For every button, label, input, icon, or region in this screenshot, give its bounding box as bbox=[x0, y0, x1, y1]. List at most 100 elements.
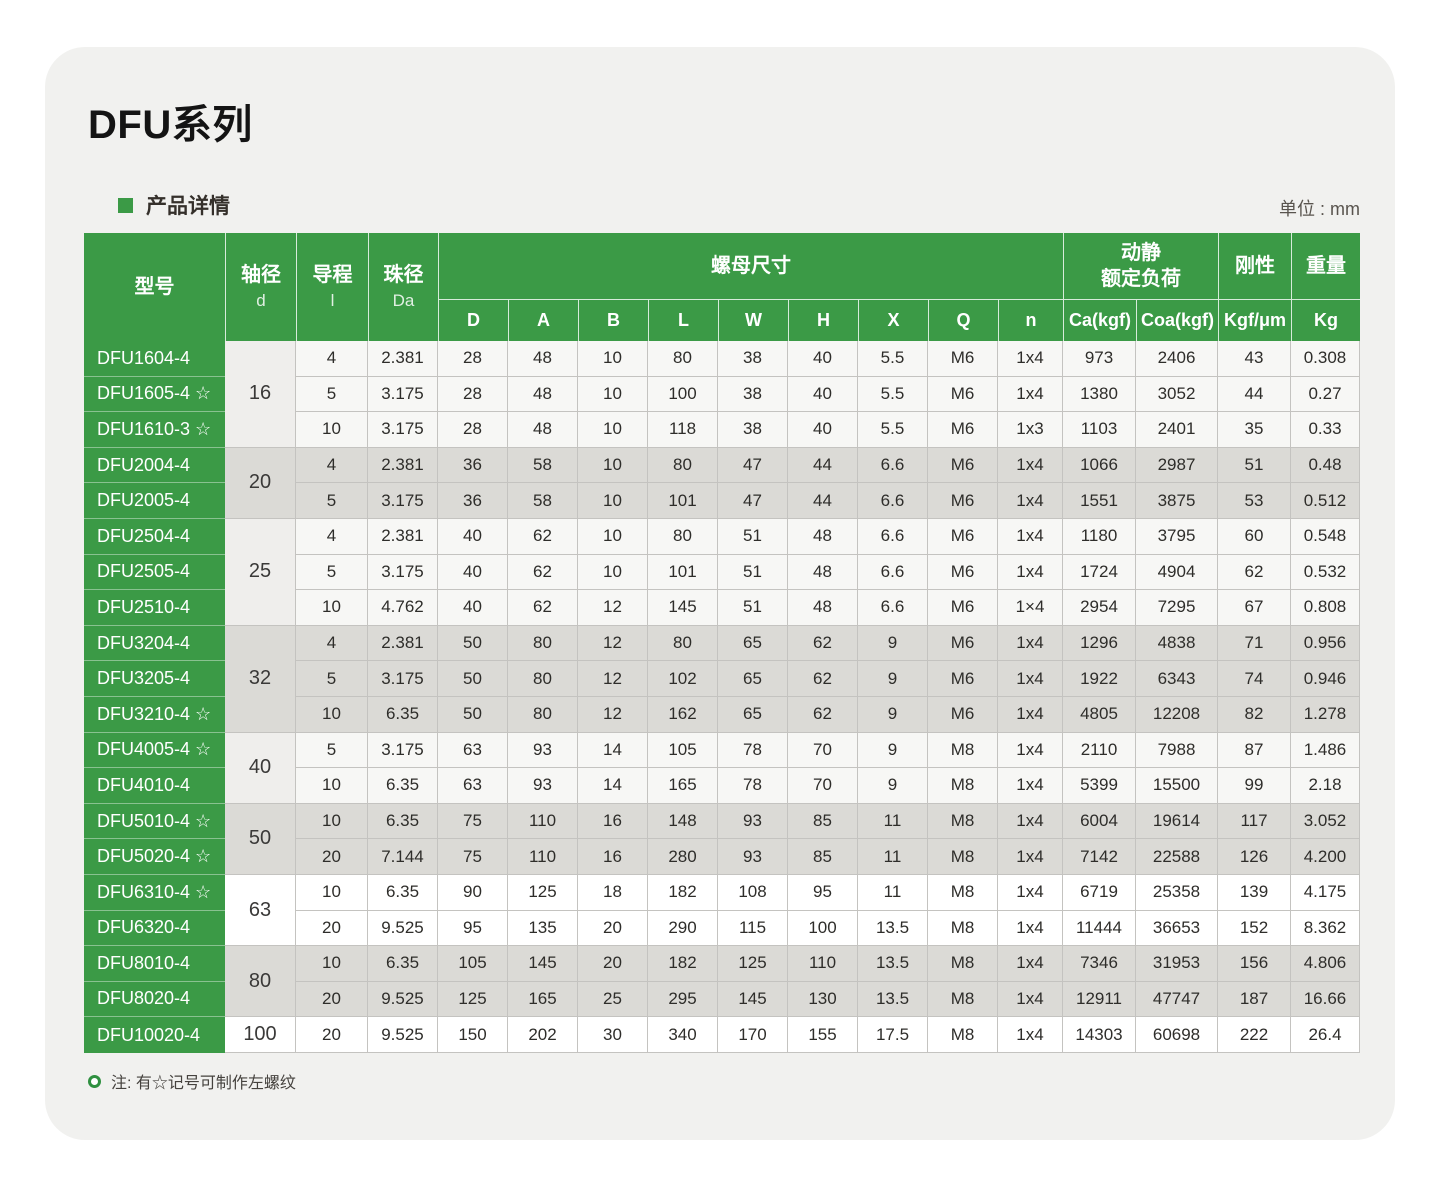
value-cell: 2.381 bbox=[368, 625, 438, 662]
value-cell: 10 bbox=[296, 412, 368, 448]
value-cell: 80 bbox=[648, 447, 718, 484]
value-cell: 4805 bbox=[1063, 696, 1136, 733]
value-cell: 6.6 bbox=[858, 554, 928, 591]
value-cell: 1x4 bbox=[998, 768, 1063, 804]
value-cell: 25358 bbox=[1136, 874, 1218, 911]
value-cell: M8 bbox=[928, 839, 998, 875]
value-cell: 67 bbox=[1218, 590, 1291, 626]
sub-header-Q: Q bbox=[928, 299, 998, 341]
value-cell: 12 bbox=[578, 590, 648, 626]
table-row: DFU3204-4 32 4 2.381 50 80 12 80 65 62 9 M6 1x4 1296 4… bbox=[84, 625, 1360, 733]
value-cell: 1x4 bbox=[998, 1017, 1063, 1053]
value-cell: 36 bbox=[438, 447, 508, 484]
value-cell: 9 bbox=[858, 661, 928, 697]
value-cell: 9.525 bbox=[368, 1017, 438, 1053]
sub-header-n: n bbox=[998, 299, 1063, 341]
value-cell: 62 bbox=[1218, 554, 1291, 591]
value-cell: 36653 bbox=[1136, 910, 1218, 947]
sub-header-D: D bbox=[438, 299, 508, 341]
value-cell: 75 bbox=[438, 803, 508, 840]
value-cell: 10 bbox=[296, 946, 368, 982]
value-cell: 43 bbox=[1218, 341, 1291, 377]
note-bullet-icon bbox=[88, 1074, 101, 1088]
value-cell: 0.808 bbox=[1291, 590, 1360, 626]
value-cell: M6 bbox=[928, 590, 998, 626]
value-cell: 2110 bbox=[1063, 732, 1136, 769]
value-cell: 50 bbox=[438, 661, 508, 697]
value-cell: 105 bbox=[438, 946, 508, 982]
value-cell: 973 bbox=[1063, 341, 1136, 377]
value-cell: 40 bbox=[788, 341, 858, 377]
value-cell: 75 bbox=[438, 839, 508, 875]
sub-header-H: H bbox=[788, 299, 858, 341]
value-cell: 340 bbox=[648, 1017, 718, 1053]
value-cell: 3.175 bbox=[368, 661, 438, 697]
value-cell: 3.052 bbox=[1291, 803, 1360, 840]
value-cell: 80 bbox=[508, 661, 578, 697]
value-cell: 2987 bbox=[1136, 447, 1218, 484]
value-cell: 16 bbox=[578, 839, 648, 875]
value-cell: M8 bbox=[928, 732, 998, 769]
value-cell: 93 bbox=[508, 768, 578, 804]
value-cell: 11444 bbox=[1063, 910, 1136, 947]
value-cell: 16.66 bbox=[1291, 981, 1360, 1018]
value-cell: M6 bbox=[928, 554, 998, 591]
model-cell: DFU2505-4 bbox=[84, 554, 225, 591]
value-cell: 7.144 bbox=[368, 839, 438, 875]
value-cell: 6.35 bbox=[368, 946, 438, 982]
value-cell: 4.762 bbox=[368, 590, 438, 626]
value-cell: M8 bbox=[928, 803, 998, 840]
value-cell: 1.486 bbox=[1291, 732, 1360, 769]
value-cell: 1x4 bbox=[998, 554, 1063, 591]
value-cell: 6.35 bbox=[368, 696, 438, 733]
value-cell: 280 bbox=[648, 839, 718, 875]
value-cell: 17.5 bbox=[858, 1017, 928, 1053]
value-cell: 0.27 bbox=[1291, 376, 1360, 413]
value-cell: 5 bbox=[296, 376, 368, 413]
value-cell: 1x4 bbox=[998, 946, 1063, 982]
value-cell: 4.200 bbox=[1291, 839, 1360, 875]
value-cell: 10 bbox=[296, 874, 368, 911]
value-cell: 80 bbox=[648, 625, 718, 662]
shaft-diameter-cell: 16 bbox=[225, 341, 296, 448]
value-cell: 4838 bbox=[1136, 625, 1218, 662]
value-cell: 93 bbox=[718, 803, 788, 840]
value-cell: 14 bbox=[578, 768, 648, 804]
value-cell: 155 bbox=[788, 1017, 858, 1053]
sub-header-Coa: Coa(kgf) bbox=[1136, 299, 1218, 341]
value-cell: 50 bbox=[438, 625, 508, 662]
value-cell: 1x4 bbox=[998, 483, 1063, 519]
value-cell: 78 bbox=[718, 732, 788, 769]
value-cell: 135 bbox=[508, 910, 578, 947]
value-cell: 170 bbox=[718, 1017, 788, 1053]
value-cell: 1x4 bbox=[998, 839, 1063, 875]
table-row: DFU6320-4 20 9.525 95 135 20 290 115 100 13.5 M8 1x… bbox=[84, 910, 1360, 947]
shaft-diameter-cell: 50 bbox=[225, 803, 296, 875]
value-cell: 1x4 bbox=[998, 910, 1063, 947]
model-cell: DFU6310-4 ☆ bbox=[84, 874, 225, 911]
value-cell: 10 bbox=[578, 447, 648, 484]
value-cell: 87 bbox=[1218, 732, 1291, 769]
footnote: 注: 有☆记号可制作左螺纹 bbox=[88, 1069, 296, 1093]
value-cell: 6004 bbox=[1063, 803, 1136, 840]
value-cell: 110 bbox=[788, 946, 858, 982]
table-row: DFU4010-4 10 6.35 63 93 14 165 78 70 9 M8 1x4 5399 15… bbox=[84, 768, 1360, 804]
value-cell: 5399 bbox=[1063, 768, 1136, 804]
value-cell: 152 bbox=[1218, 910, 1291, 947]
value-cell: 108 bbox=[718, 874, 788, 911]
value-cell: 7295 bbox=[1136, 590, 1218, 626]
value-cell: 7346 bbox=[1063, 946, 1136, 982]
value-cell: 47747 bbox=[1136, 981, 1218, 1018]
model-cell: DFU8020-4 bbox=[84, 981, 225, 1018]
spec-table-body: DFU1604-4 16 4 2.381 28 48 10 80 38 40 5.5 M6 1x4 973… bbox=[84, 341, 1360, 1053]
value-cell: 0.512 bbox=[1291, 483, 1360, 519]
table-row: DFU2005-4 5 3.175 36 58 10 101 47 44 6.6 M6 1x4 1551… bbox=[84, 483, 1360, 519]
model-cell: DFU3210-4 ☆ bbox=[84, 696, 225, 733]
section-bullet-icon bbox=[118, 197, 133, 213]
value-cell: 2.18 bbox=[1291, 768, 1360, 804]
value-cell: 202 bbox=[508, 1017, 578, 1053]
value-cell: 110 bbox=[508, 803, 578, 840]
value-cell: 1x4 bbox=[998, 376, 1063, 413]
value-cell: 22588 bbox=[1136, 839, 1218, 875]
value-cell: 18 bbox=[578, 874, 648, 911]
